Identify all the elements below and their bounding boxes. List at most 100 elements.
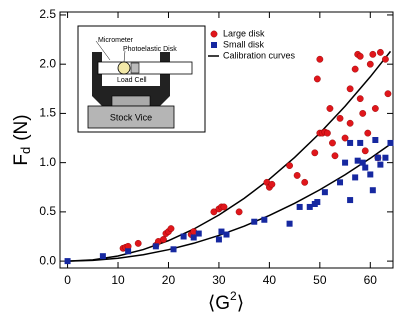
point [286,162,293,170]
point [356,52,364,60]
point [170,246,177,253]
point [314,199,321,206]
inset-label: Load Cell [117,77,147,84]
point [347,197,354,204]
pointer [123,50,126,63]
y-label-sub: d [18,147,33,154]
y-tick-label: 2.5 [39,7,56,21]
point [366,60,374,68]
point [160,236,167,243]
point [372,137,379,143]
legend-label: Small disk [223,39,265,49]
point [382,55,389,63]
x-axis-label: ⟨G2⟩ [208,289,244,314]
point [125,248,132,255]
micrometer [97,61,193,75]
point [167,225,175,233]
inset-diagram: Micrometer Photoelastic Disk Load Cell S… [77,25,206,133]
point [359,159,366,166]
point [384,90,392,98]
point [218,228,225,235]
y-label-unit: (N) [11,114,32,140]
point [374,154,381,161]
point [64,258,71,265]
point [296,203,303,210]
point [316,55,324,63]
point [306,203,313,210]
point [235,208,243,216]
x-tick-label: 10 [111,273,125,287]
point [311,149,319,157]
point [329,139,336,147]
point [220,203,228,211]
point [359,110,367,117]
point [354,157,361,164]
point [361,147,369,155]
x-tick-label: 30 [212,273,226,287]
inset-label: Photoelastic Disk [123,46,177,53]
y-tick-label: 1.5 [39,106,56,120]
point [210,208,218,216]
point [367,171,374,178]
point [301,178,309,186]
point [324,129,331,137]
x-label-part: ⟨G [208,293,230,314]
point [364,129,372,137]
inset-label: Stock Vice [110,112,152,122]
load-cell [130,62,140,74]
point [352,174,359,181]
point [351,65,359,73]
point [134,239,142,247]
point [223,231,230,238]
disk [117,61,131,75]
point [356,95,364,103]
point [342,159,349,166]
x-tick-label: 20 [162,273,176,287]
point [321,189,328,196]
calibration-curve [67,50,392,262]
legend-marker [210,30,218,38]
point [195,230,202,237]
point [215,236,222,243]
point [346,119,354,127]
point [261,216,268,223]
y-tick-label: 1.0 [39,155,56,169]
point [369,50,377,58]
inset-label: Micrometer [98,37,134,44]
point [336,114,344,122]
point [382,154,389,161]
vice-neck [111,95,151,107]
y-label-main: F [11,154,32,166]
y-tick-label: 0.0 [39,253,56,267]
point [99,253,106,260]
y-tick-label: 2.0 [39,56,56,70]
x-label-sup: 2 [230,289,237,303]
x-tick-label: 40 [263,273,277,287]
point [387,139,394,146]
point [152,243,159,250]
point [180,233,187,240]
legend-marker [211,42,217,48]
point [341,134,349,142]
point [371,105,379,112]
point [268,180,276,188]
legend-label: Calibration curves [223,50,296,60]
y-axis-label: Fd (N) [11,114,33,165]
x-label-part: ⟩ [237,293,244,314]
point [376,48,384,56]
calibration-curve [67,143,391,262]
point [313,75,321,83]
point [337,179,344,186]
vice-frame [92,52,170,106]
point [369,187,376,194]
point [347,139,354,146]
legend-label: Large disk [223,28,265,38]
point [326,105,334,112]
pointer [95,40,111,61]
x-tick-label: 50 [313,273,327,287]
x-tick-label: 60 [364,273,378,287]
point [293,172,301,179]
point [190,234,197,241]
y-tick-label: 0.5 [39,204,56,218]
